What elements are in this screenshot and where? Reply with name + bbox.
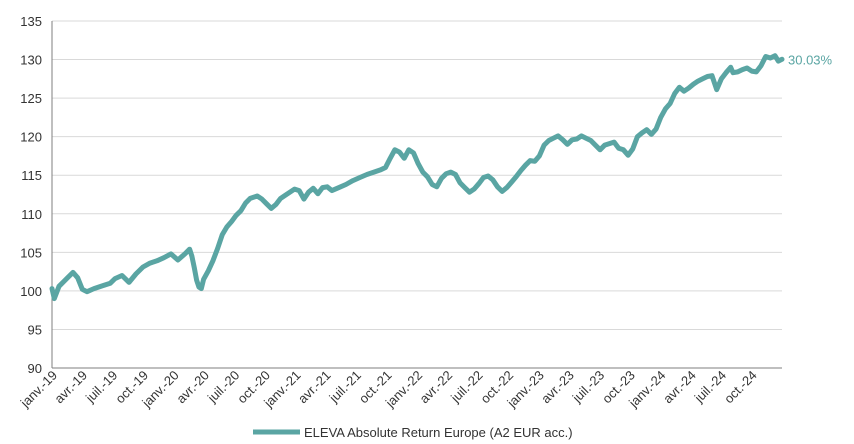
x-tick-label: juil.-24: [691, 368, 729, 406]
y-axis: 90 95 100 105 110 115 120 125 130 135: [20, 14, 53, 376]
y-tick-label: 120: [20, 130, 42, 145]
y-tick-label: 130: [20, 53, 42, 68]
x-tick-label: avr.-22: [417, 368, 456, 407]
grid-lines: [52, 20, 782, 330]
y-tick-label: 90: [28, 361, 42, 376]
x-tick-label: avr.-19: [51, 368, 90, 407]
x-tick-label: juil.-23: [569, 368, 607, 406]
series-layer: [49, 53, 785, 302]
series-line: [49, 53, 785, 302]
y-tick-label: 105: [20, 245, 42, 260]
x-tick-label: oct.-24: [721, 368, 760, 407]
y-tick-label: 115: [21, 168, 42, 183]
y-tick-label: 100: [20, 284, 42, 299]
x-tick-label: juil.-20: [204, 368, 242, 406]
x-tick-label: juil.-19: [82, 368, 120, 406]
y-tick-label: 95: [28, 322, 42, 337]
legend-label: ELEVA Absolute Return Europe (A2 EUR acc…: [304, 425, 573, 440]
y-tick-label: 125: [20, 91, 42, 106]
x-tick-label: juil.-22: [447, 368, 485, 406]
legend: ELEVA Absolute Return Europe (A2 EUR acc…: [253, 425, 573, 440]
y-tick-label: 135: [20, 14, 42, 29]
x-tick-label: avr.-21: [295, 368, 334, 407]
x-tick-label: avr.-20: [173, 368, 212, 407]
x-tick-label: juil.-21: [326, 368, 364, 406]
x-tick-label: avr.-23: [538, 368, 577, 407]
x-tick-label: avr.-24: [660, 368, 699, 407]
end-value-label: 30.03%: [788, 52, 833, 67]
y-tick-label: 110: [21, 207, 42, 222]
x-axis: janv.-19avr.-19juil.-19oct.-19janv.-20av…: [17, 367, 782, 411]
